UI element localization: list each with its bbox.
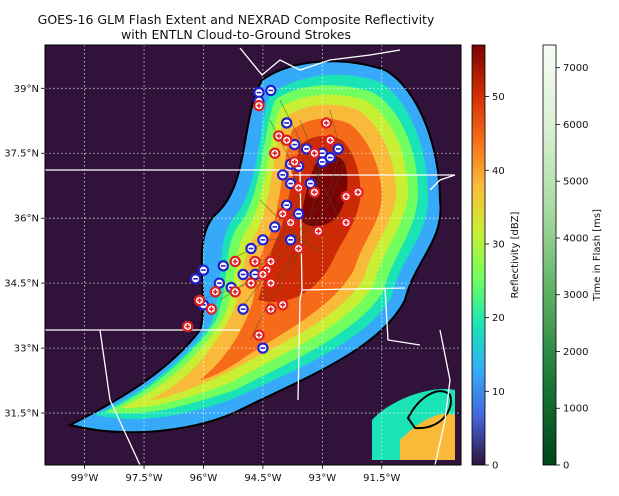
positive-cg-stroke (269, 147, 281, 159)
flash-time-colorbar-tick-label: 6000 (563, 120, 588, 131)
longitude-ticks: 99°W 97.5°W 96°W 94.5°W 93°W 91.5°W (71, 465, 400, 484)
lat-tick-label: 36°N (14, 214, 39, 225)
lat-tick-label: 37.5°N (4, 149, 39, 160)
lon-tick-label: 99°W (71, 473, 99, 484)
negative-cg-stroke (277, 169, 289, 181)
positive-cg-stroke (265, 277, 277, 289)
negative-cg-stroke (237, 268, 249, 281)
flash-time-colorbar-tick-label: 5000 (563, 177, 588, 188)
reflectivity-colorbar-tick-label: 10 (492, 387, 505, 398)
negative-cg-stroke (280, 199, 293, 211)
cg-strokes (181, 84, 364, 354)
lon-tick-label: 94.5°W (244, 473, 281, 484)
lat-tick-label: 33°N (14, 344, 39, 355)
negative-cg-stroke (249, 268, 261, 281)
flash-time-colorbar-bar (542, 44, 557, 466)
reflectivity-colorbar-tick-label: 50 (492, 92, 505, 103)
reflectivity-colorbar-tick-label: 30 (492, 239, 505, 250)
lon-tick-label: 91.5°W (363, 473, 400, 484)
positive-cg-stroke (181, 320, 194, 333)
positive-cg-stroke (324, 134, 336, 146)
negative-cg-stroke (265, 84, 277, 97)
positive-cg-stroke (277, 299, 289, 311)
positive-cg-stroke (265, 303, 277, 315)
flash-time-colorbar-tick-label: 3000 (563, 290, 588, 301)
reflectivity-colorbar-tick-label: 20 (492, 313, 505, 324)
chart-title-line-1: GOES-16 GLM Flash Extent and NEXRAD Comp… (38, 12, 435, 27)
positive-cg-stroke (257, 268, 269, 281)
flash-time-colorbar-label: Time in Flash [ms] (592, 209, 603, 302)
negative-cg-stroke (292, 208, 305, 220)
negative-cg-stroke (324, 151, 336, 164)
reflectivity-colorbar-ticks: 0 10 20 30 40 50 (485, 92, 505, 472)
reflectivity-colorbar-tick-label: 40 (492, 166, 505, 177)
glm-flash-extent-outline (67, 60, 442, 434)
positive-cg-stroke (312, 225, 325, 237)
negative-cg-stroke (269, 221, 281, 233)
positive-cg-stroke (340, 216, 352, 229)
lat-tick-label: 39°N (14, 84, 39, 95)
lat-tick-label: 34.5°N (4, 279, 39, 290)
negative-cg-stroke (217, 260, 229, 272)
positive-cg-stroke (249, 255, 261, 268)
lon-tick-label: 97.5°W (125, 473, 162, 484)
positive-cg-stroke (340, 190, 352, 203)
positive-cg-stroke (320, 117, 332, 129)
positive-cg-stroke (308, 186, 321, 198)
positive-cg-stroke (280, 134, 293, 146)
positive-cg-stroke (352, 186, 364, 198)
negative-cg-stroke (189, 273, 202, 285)
positive-cg-stroke (288, 156, 301, 168)
positive-cg-stroke (205, 303, 218, 315)
flash-time-colorbar: 0 1000 2000 3000 4000 5000 6000 7000 Time in Fl… (542, 44, 603, 472)
negative-cg-stroke (257, 342, 269, 354)
state-borders (45, 47, 456, 465)
lat-tick-label: 31.5°N (4, 409, 39, 420)
flash-time-colorbar-tick-label: 1000 (563, 404, 588, 415)
reflectivity-colorbar-label: Reflectivity [dBZ] (510, 211, 521, 298)
map-gridlines (45, 45, 461, 465)
flash-time-colorbar-tick-label: 0 (563, 461, 569, 472)
lon-tick-label: 96°W (190, 473, 218, 484)
positive-cg-stroke (253, 99, 265, 112)
flash-time-colorbar-tick-label: 4000 (563, 233, 588, 244)
latitude-ticks: 39°N 37.5°N 36°N 34.5°N 33°N 31.5°N (4, 84, 45, 420)
negative-cg-stroke (197, 264, 210, 276)
chart-title-line-2: with ENTLN Cloud-to-Ground Strokes (121, 27, 351, 42)
negative-cg-stroke (245, 242, 257, 255)
negative-cg-stroke (257, 234, 269, 246)
positive-cg-stroke (253, 329, 265, 341)
positive-cg-stroke (193, 294, 206, 307)
positive-cg-stroke (292, 242, 305, 255)
reflectivity-colorbar: 0 10 20 30 40 50 Reflectivity [dBZ] (471, 44, 521, 472)
positive-cg-stroke (229, 286, 241, 298)
map-frame (44, 44, 462, 466)
negative-cg-stroke (332, 143, 344, 155)
positive-cg-stroke (292, 182, 305, 194)
positive-cg-stroke (284, 216, 297, 229)
positive-cg-stroke (245, 277, 257, 289)
reflectivity-colorbar-tick-label: 0 (492, 461, 498, 472)
negative-cg-stroke (284, 234, 297, 246)
positive-cg-stroke (229, 255, 241, 268)
positive-cg-stroke (308, 147, 321, 159)
map-panel: 99°W 97.5°W 96°W 94.5°W 93°W 91.5°W 39°N 37.5°… (4, 44, 462, 484)
flash-time-colorbar-ticks: 0 1000 2000 3000 4000 5000 6000 7000 (556, 63, 588, 472)
positive-cg-stroke (277, 208, 289, 220)
flash-time-colorbar-tick-label: 2000 (563, 347, 588, 358)
negative-cg-stroke (237, 303, 249, 315)
lon-tick-label: 93°W (309, 473, 337, 484)
reflectivity-colorbar-bar (471, 44, 486, 466)
glm-flash-extent-outline-southeast (406, 390, 452, 430)
positive-cg-stroke (209, 286, 222, 298)
flash-time-colorbar-tick-label: 7000 (563, 63, 588, 74)
negative-cg-stroke (280, 117, 293, 129)
negative-cg-stroke (300, 143, 313, 155)
